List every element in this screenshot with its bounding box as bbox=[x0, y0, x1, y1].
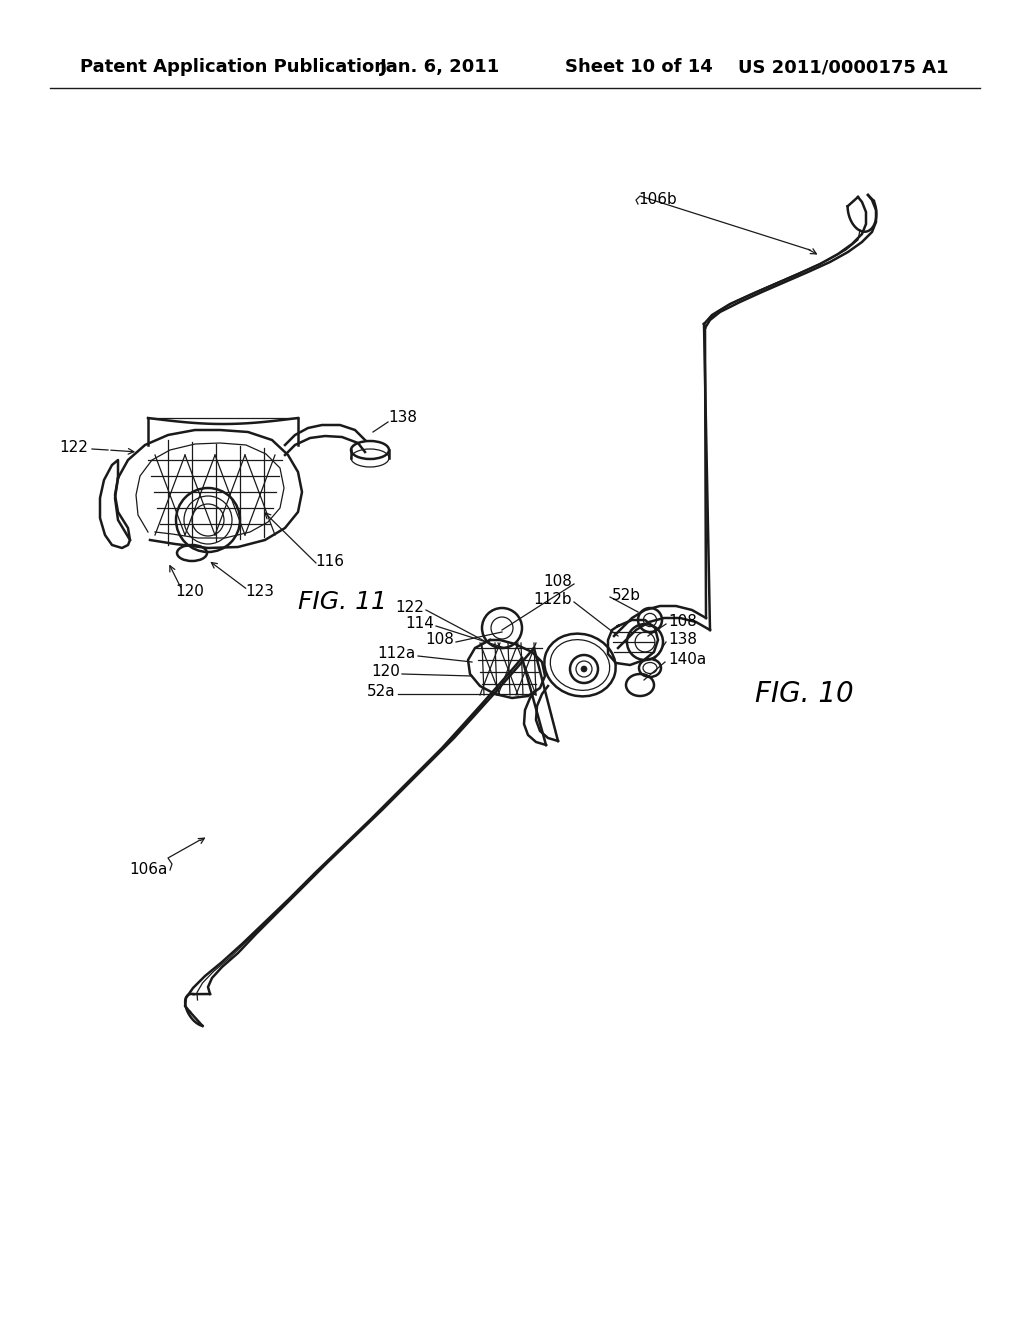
Text: 108: 108 bbox=[425, 632, 454, 648]
Text: 106b: 106b bbox=[638, 193, 677, 207]
Text: 112a: 112a bbox=[378, 647, 416, 661]
Text: US 2011/0000175 A1: US 2011/0000175 A1 bbox=[738, 58, 948, 77]
Text: 106a: 106a bbox=[130, 862, 168, 878]
Text: 108: 108 bbox=[668, 615, 697, 630]
Text: 122: 122 bbox=[59, 441, 88, 455]
Text: 138: 138 bbox=[388, 411, 417, 425]
Text: 116: 116 bbox=[315, 554, 344, 569]
Text: FIG. 11: FIG. 11 bbox=[298, 590, 387, 614]
Text: Sheet 10 of 14: Sheet 10 of 14 bbox=[565, 58, 713, 77]
Text: Jan. 6, 2011: Jan. 6, 2011 bbox=[380, 58, 501, 77]
Text: 120: 120 bbox=[175, 585, 204, 599]
Text: 123: 123 bbox=[245, 585, 274, 599]
Text: 108: 108 bbox=[543, 574, 572, 590]
Text: 120: 120 bbox=[371, 664, 400, 680]
Text: FIG. 10: FIG. 10 bbox=[755, 680, 854, 708]
Text: 52a: 52a bbox=[368, 685, 396, 700]
Text: 112b: 112b bbox=[534, 593, 572, 607]
Circle shape bbox=[581, 667, 587, 672]
Text: 138: 138 bbox=[668, 632, 697, 648]
Text: 52b: 52b bbox=[612, 587, 641, 602]
Text: 114: 114 bbox=[406, 616, 434, 631]
Text: 122: 122 bbox=[395, 601, 424, 615]
Text: Patent Application Publication: Patent Application Publication bbox=[80, 58, 387, 77]
Text: 140a: 140a bbox=[668, 652, 707, 668]
